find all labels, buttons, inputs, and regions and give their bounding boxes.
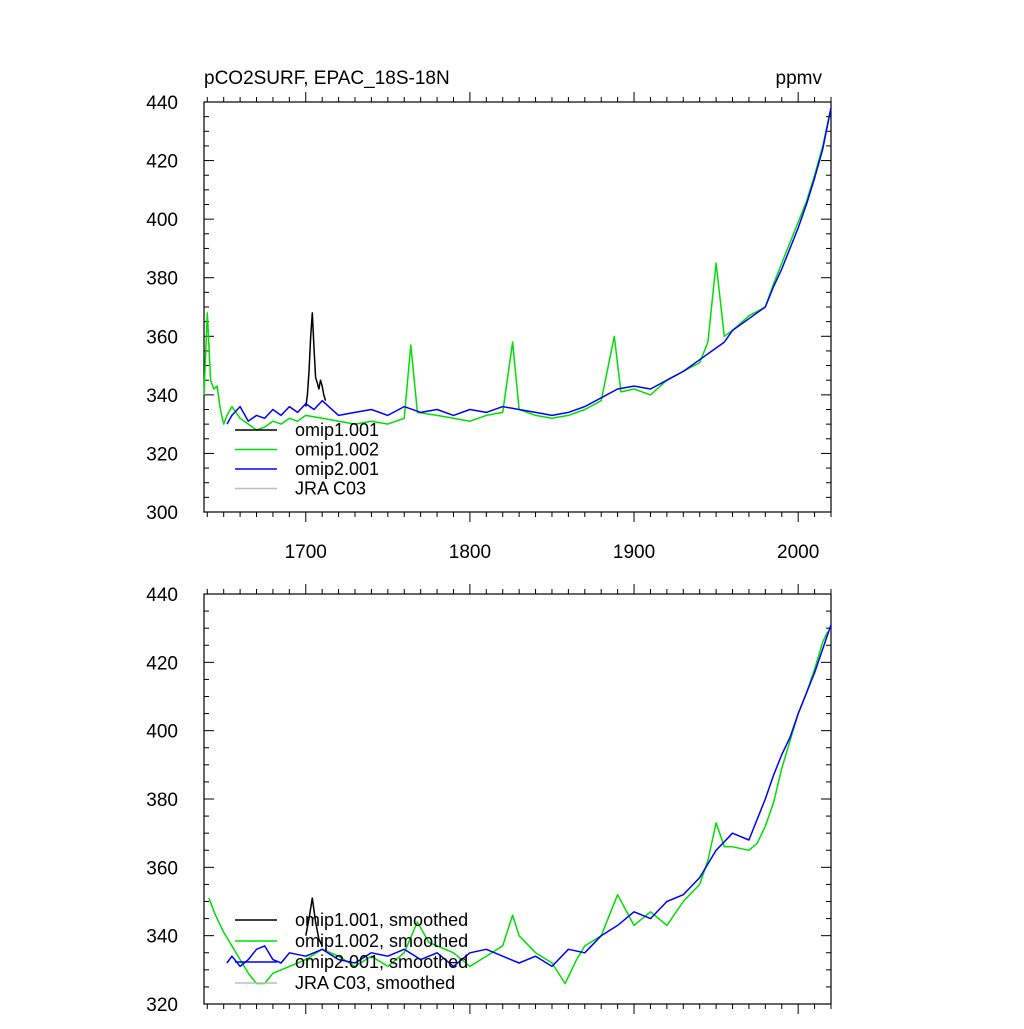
axis-ticks bbox=[204, 92, 832, 522]
x-tick-label: 1900 bbox=[613, 542, 655, 563]
legend-label: omip2.001 bbox=[295, 459, 379, 479]
y-tick-label: 360 bbox=[146, 327, 178, 348]
series-lines bbox=[208, 624, 832, 985]
legend-label: JRA C03 bbox=[295, 479, 366, 499]
top-panel: pCO2SURF, EPAC_18S-18N ppmv 300 320 340 360… bbox=[146, 68, 832, 563]
y-tick-label: 420 bbox=[146, 653, 178, 674]
series-omip1-002-smoothed bbox=[208, 631, 829, 985]
y-axis-labels: 300 320 340 360 380 400 420 440 bbox=[146, 93, 178, 524]
y-tick-label: 440 bbox=[146, 585, 178, 606]
units-label: ppmv bbox=[776, 68, 823, 89]
series-omip2-001 bbox=[226, 107, 832, 425]
series-omip1-001-smoothed bbox=[305, 897, 323, 947]
chart-title: pCO2SURF, EPAC_18S-18N bbox=[204, 68, 450, 89]
y-tick-label: 400 bbox=[146, 210, 178, 231]
y-tick-label: 380 bbox=[146, 269, 178, 290]
y-tick-label: 420 bbox=[146, 152, 178, 173]
y-axis-labels: 320 340 360 380 400 420 440 bbox=[146, 585, 178, 1016]
y-tick-label: 440 bbox=[146, 93, 178, 114]
x-tick-label: 2000 bbox=[777, 542, 819, 563]
series-omip1-001 bbox=[305, 312, 327, 407]
y-tick-label: 320 bbox=[146, 995, 178, 1016]
legend-label: omip1.001, smoothed bbox=[295, 910, 468, 930]
x-axis-labels: 1700 1800 1900 2000 bbox=[285, 542, 820, 563]
bottom-panel: 320 340 360 380 400 420 440 omip1.001, smoothe… bbox=[146, 584, 832, 1016]
y-tick-label: 340 bbox=[146, 927, 178, 948]
legend-label: omip1.002 bbox=[295, 440, 379, 460]
y-tick-label: 300 bbox=[146, 503, 178, 524]
x-tick-label: 1700 bbox=[285, 542, 327, 563]
legend-label: omip2.001, smoothed bbox=[295, 952, 468, 972]
series-omip1-002 bbox=[203, 107, 832, 431]
series-omip2-001-smoothed bbox=[226, 624, 832, 968]
axis-ticks bbox=[204, 584, 832, 1014]
x-tick-label: 1800 bbox=[449, 542, 491, 563]
y-tick-label: 360 bbox=[146, 858, 178, 879]
legend-label: JRA C03, smoothed bbox=[295, 973, 455, 993]
y-tick-label: 320 bbox=[146, 444, 178, 465]
series-lines bbox=[203, 107, 832, 431]
legend-label: omip1.001 bbox=[295, 420, 379, 440]
y-tick-label: 340 bbox=[146, 386, 178, 407]
y-tick-label: 380 bbox=[146, 790, 178, 811]
y-tick-label: 400 bbox=[146, 722, 178, 743]
legend-label: omip1.002, smoothed bbox=[295, 931, 468, 951]
